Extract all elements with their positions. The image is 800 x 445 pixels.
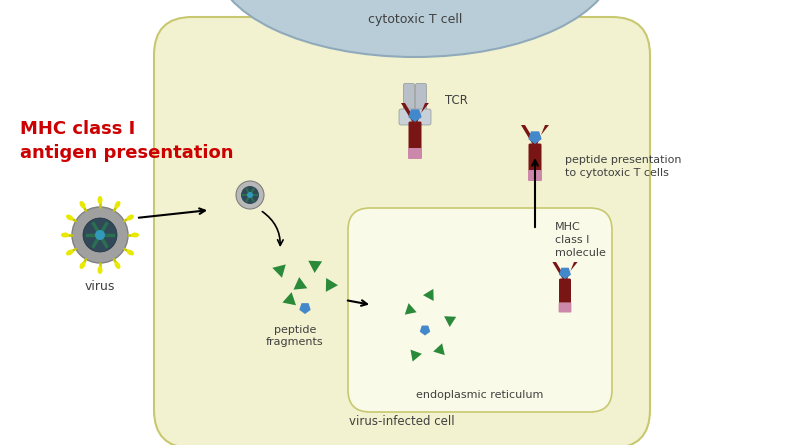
- Ellipse shape: [66, 250, 74, 255]
- Ellipse shape: [114, 201, 121, 208]
- FancyBboxPatch shape: [403, 84, 414, 117]
- Ellipse shape: [98, 196, 102, 204]
- Circle shape: [95, 230, 105, 240]
- FancyBboxPatch shape: [558, 303, 571, 312]
- Polygon shape: [405, 303, 417, 315]
- Ellipse shape: [61, 232, 69, 238]
- Circle shape: [72, 207, 128, 263]
- Polygon shape: [559, 268, 571, 279]
- Ellipse shape: [79, 201, 86, 208]
- Ellipse shape: [126, 214, 134, 220]
- Polygon shape: [401, 103, 417, 123]
- FancyBboxPatch shape: [559, 279, 571, 307]
- Ellipse shape: [215, 0, 615, 57]
- Polygon shape: [272, 264, 286, 278]
- Circle shape: [236, 181, 264, 209]
- Polygon shape: [528, 131, 542, 144]
- Text: peptide
fragments: peptide fragments: [266, 325, 324, 347]
- Polygon shape: [420, 326, 430, 336]
- FancyBboxPatch shape: [399, 109, 431, 125]
- Ellipse shape: [98, 266, 102, 274]
- Text: cytotoxic T cell: cytotoxic T cell: [368, 13, 462, 27]
- Text: endoplasmic reticulum: endoplasmic reticulum: [416, 390, 544, 400]
- Circle shape: [83, 218, 117, 252]
- Text: MHC class I
antigen presentation: MHC class I antigen presentation: [20, 120, 234, 162]
- Text: virus: virus: [85, 280, 115, 293]
- FancyBboxPatch shape: [409, 121, 422, 153]
- FancyBboxPatch shape: [348, 208, 612, 412]
- Polygon shape: [408, 109, 422, 122]
- Polygon shape: [552, 262, 566, 280]
- Ellipse shape: [131, 232, 139, 238]
- Polygon shape: [294, 277, 307, 290]
- Text: virus-infected cell: virus-infected cell: [349, 415, 455, 428]
- FancyBboxPatch shape: [408, 148, 422, 159]
- Ellipse shape: [66, 214, 74, 220]
- Circle shape: [241, 186, 259, 204]
- FancyBboxPatch shape: [154, 17, 650, 445]
- Text: TCR: TCR: [445, 93, 468, 106]
- FancyBboxPatch shape: [528, 170, 542, 181]
- Polygon shape: [444, 316, 456, 327]
- Text: MHC
class I
molecule: MHC class I molecule: [555, 222, 606, 258]
- Polygon shape: [563, 262, 578, 280]
- Polygon shape: [410, 350, 422, 362]
- Polygon shape: [282, 292, 296, 305]
- FancyBboxPatch shape: [529, 143, 542, 174]
- FancyBboxPatch shape: [415, 84, 426, 117]
- Polygon shape: [433, 343, 445, 355]
- Text: peptide presentation
to cytotoxic T cells: peptide presentation to cytotoxic T cell…: [565, 155, 682, 178]
- Polygon shape: [308, 261, 322, 273]
- Polygon shape: [533, 125, 549, 145]
- Ellipse shape: [126, 250, 134, 255]
- Polygon shape: [521, 125, 537, 145]
- Ellipse shape: [114, 262, 121, 269]
- Polygon shape: [326, 278, 338, 292]
- Polygon shape: [423, 289, 434, 301]
- Polygon shape: [413, 103, 429, 123]
- Ellipse shape: [79, 262, 86, 269]
- Circle shape: [247, 192, 253, 198]
- Polygon shape: [299, 303, 310, 314]
